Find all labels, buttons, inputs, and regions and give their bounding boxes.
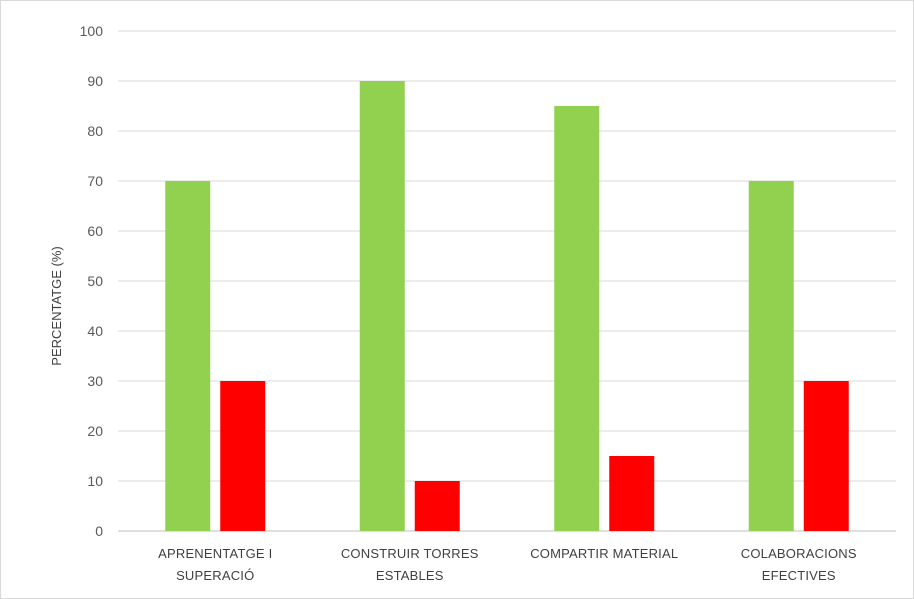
- x-category-label: COLABORACIONS: [741, 546, 857, 561]
- y-tick-label: 20: [87, 423, 103, 439]
- bar-series2-cat1: [220, 381, 266, 531]
- bar-series1-cat2: [359, 81, 405, 531]
- bar-series2-cat3: [609, 456, 655, 531]
- y-axis-label: PERCENTATGE (%): [49, 246, 64, 365]
- x-category-labels: APRENENTATGE I SUPERACIÓ CONSTRUIR TORRES E…: [158, 546, 857, 583]
- x-category-label: EFECTIVES: [762, 568, 836, 583]
- y-tick-label: 0: [95, 523, 103, 539]
- bars: [165, 81, 849, 531]
- x-category-label: APRENENTATGE I: [158, 546, 272, 561]
- bar-series2-cat4: [803, 381, 849, 531]
- y-tick-label: 30: [87, 373, 103, 389]
- bar-series2-cat2: [414, 481, 460, 531]
- x-category-label: ESTABLES: [376, 568, 444, 583]
- x-category-label: CONSTRUIR TORRES: [341, 546, 479, 561]
- bar-series1-cat1: [165, 181, 211, 531]
- y-tick-label: 100: [80, 23, 104, 39]
- bar-series1-cat3: [554, 106, 600, 531]
- y-tick-label: 60: [87, 223, 103, 239]
- x-category-label: SUPERACIÓ: [176, 568, 254, 583]
- y-tick-label: 40: [87, 323, 103, 339]
- y-tick-label: 10: [87, 473, 103, 489]
- y-tick-labels: 0 10 20 30 40 50 60 70 80 90 100: [80, 23, 104, 539]
- y-tick-label: 50: [87, 273, 103, 289]
- y-tick-label: 70: [87, 173, 103, 189]
- x-category-label: COMPARTIR MATERIAL: [530, 546, 678, 561]
- y-tick-label: 80: [87, 123, 103, 139]
- y-tick-label: 90: [87, 73, 103, 89]
- bar-series1-cat4: [748, 181, 794, 531]
